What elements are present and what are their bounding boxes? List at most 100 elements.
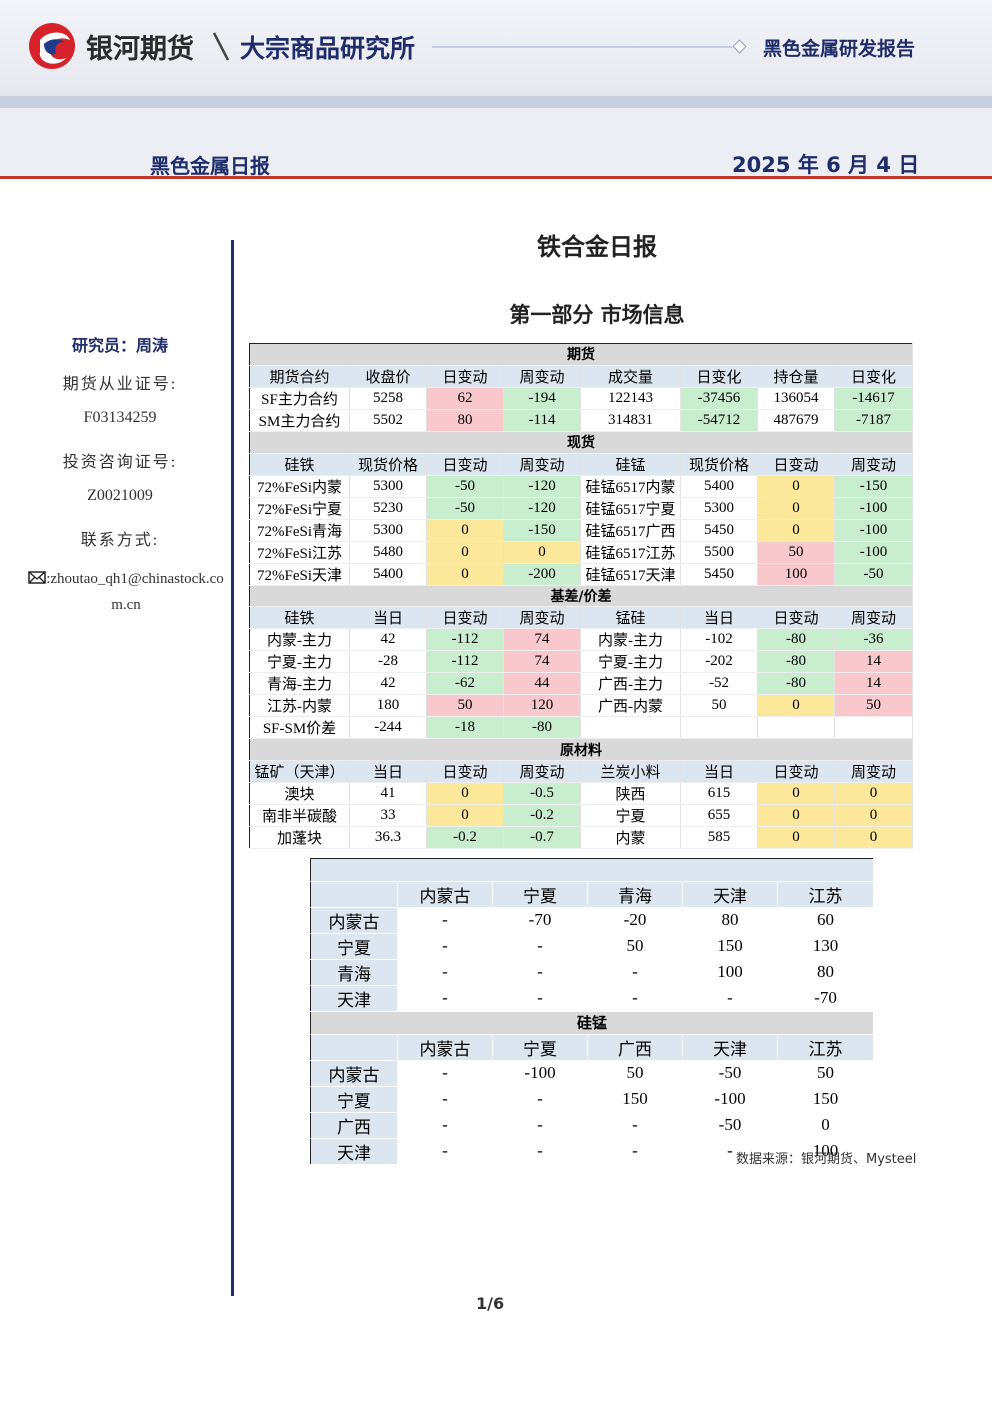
cell: -	[492, 959, 588, 986]
cell: 50	[834, 694, 913, 718]
institute: 大宗商品研究所	[240, 34, 416, 63]
cell: 0	[834, 826, 913, 850]
cell: SF-SM价差	[249, 716, 350, 740]
header-row: 期货合约 收盘价 日变动 周变动 成交量 日变化 持仓量 日变化	[249, 365, 913, 388]
cell: 内蒙-主力	[249, 628, 350, 652]
header-art	[0, 0, 992, 179]
cell: -80	[757, 650, 835, 674]
cell: SF主力合约	[249, 387, 350, 410]
column-header: 日变化	[680, 365, 758, 388]
data-row: 加蓬块 36.3 -0.2 -0.7 内蒙 585 0 0	[249, 826, 913, 850]
column-header: 当日	[680, 606, 758, 630]
cell: 62	[426, 387, 504, 410]
cell: 72%FeSi青海	[249, 519, 350, 542]
row-label: 内蒙古	[310, 907, 398, 934]
cell: -80	[503, 716, 581, 740]
column-header: 江苏	[777, 881, 875, 908]
cell: -	[397, 1086, 493, 1113]
blank-row	[310, 858, 875, 882]
data-row: 72%FeSi青海 5300 0 -150 硅锰6517广西 5450 0 -100	[249, 519, 913, 542]
column-header: 周变动	[503, 606, 581, 630]
cell: -202	[680, 650, 758, 674]
cell: 36.3	[349, 826, 427, 850]
cell: 宁夏-主力	[580, 650, 681, 674]
cell: -80	[757, 628, 835, 652]
cell: -150	[834, 475, 913, 498]
divider	[231, 240, 234, 1296]
data-row: 天津 - - - -100	[310, 1138, 875, 1165]
section-title: 硅锰	[310, 1011, 875, 1035]
column-header: 硅铁	[249, 606, 350, 630]
cell: 5300	[680, 497, 758, 520]
cell: 0	[757, 475, 835, 498]
cell: 内蒙	[580, 826, 681, 850]
contact-label: 联系方式:	[80, 532, 160, 549]
section-row: 现货	[249, 430, 913, 454]
column-header: 成交量	[580, 365, 681, 388]
data-row: 72%FeSi内蒙 5300 -50 -120 硅锰6517内蒙 5400 0 -150	[249, 475, 913, 498]
cert-label: 期货从业证号:	[62, 376, 178, 393]
cell: 硅锰6517宁夏	[580, 497, 681, 520]
email-block: :zhoutao_qh1@chinastock.com.cn	[26, 566, 226, 618]
column-header: 日变动	[757, 606, 835, 630]
data-row: 广西 - - - -50 0	[310, 1112, 875, 1139]
cell: -120	[503, 475, 581, 498]
cell: -70	[777, 985, 875, 1012]
cell: 80	[426, 409, 504, 432]
cell: 江苏-内蒙	[249, 694, 350, 718]
cell: 5450	[680, 563, 758, 586]
row-label: 青海	[310, 959, 398, 986]
cell: 0	[757, 519, 835, 542]
column-header: 现货价格	[349, 453, 427, 476]
cell: 陕西	[580, 782, 681, 806]
section-row: 基差/价差	[249, 584, 913, 608]
cell: 50	[680, 694, 758, 718]
cell: 72%FeSi天津	[249, 563, 350, 586]
cell: 41	[349, 782, 427, 806]
column-header: 周变动	[834, 606, 913, 630]
cell: 0	[757, 497, 835, 520]
cell: 72%FeSi内蒙	[249, 475, 350, 498]
cell: 0	[757, 694, 835, 718]
empty-cell	[680, 716, 758, 740]
cell: -	[397, 1060, 493, 1087]
cell: 60	[777, 907, 875, 934]
cell: 0	[834, 804, 913, 828]
cell: 5400	[680, 475, 758, 498]
cell: -	[587, 959, 683, 986]
cell: -80	[757, 672, 835, 696]
consult-label: 投资咨询证号:	[62, 454, 178, 471]
cert: F03134259	[83, 409, 157, 426]
source: 数据来源：银河期货、Mysteel	[736, 1152, 917, 1167]
cell: 74	[503, 650, 581, 674]
section-row: 硅锰	[310, 1011, 875, 1035]
cell: 0	[426, 519, 504, 542]
cell: -100	[834, 497, 913, 520]
cell: 136054	[757, 387, 835, 410]
cell: 44	[503, 672, 581, 696]
column-header: 日变动	[757, 453, 835, 476]
cell: 硅锰6517江苏	[580, 541, 681, 564]
spread-table: 内蒙古 宁夏 青海 天津 江苏 内蒙古 - -70 -20 80 60 宁夏 - -50 150 130 青海 -…	[310, 858, 875, 1165]
cell: 100	[777, 1138, 875, 1165]
cell: 5502	[349, 409, 427, 432]
cell: 42	[349, 672, 427, 696]
cell: -0.7	[503, 826, 581, 850]
cell: 100	[757, 563, 835, 586]
data-row: 宁夏 - -50 150 130	[310, 933, 875, 960]
empty-cell	[834, 716, 913, 740]
mail-icon	[28, 571, 46, 584]
cell: SM主力合约	[249, 409, 350, 432]
cell: 0	[757, 826, 835, 850]
data-row: 青海-主力 42 -62 44 广西-主力 -52 -80 14	[249, 672, 913, 696]
cell: -100	[682, 1086, 778, 1113]
cell: 5230	[349, 497, 427, 520]
cell: -	[397, 959, 493, 986]
cell: 615	[680, 782, 758, 806]
cell: -54712	[680, 409, 758, 432]
cell: 72%FeSi宁夏	[249, 497, 350, 520]
cell: -20	[587, 907, 683, 934]
column-header: 当日	[680, 760, 758, 784]
cell: -28	[349, 650, 427, 674]
cell: -	[587, 1112, 683, 1139]
